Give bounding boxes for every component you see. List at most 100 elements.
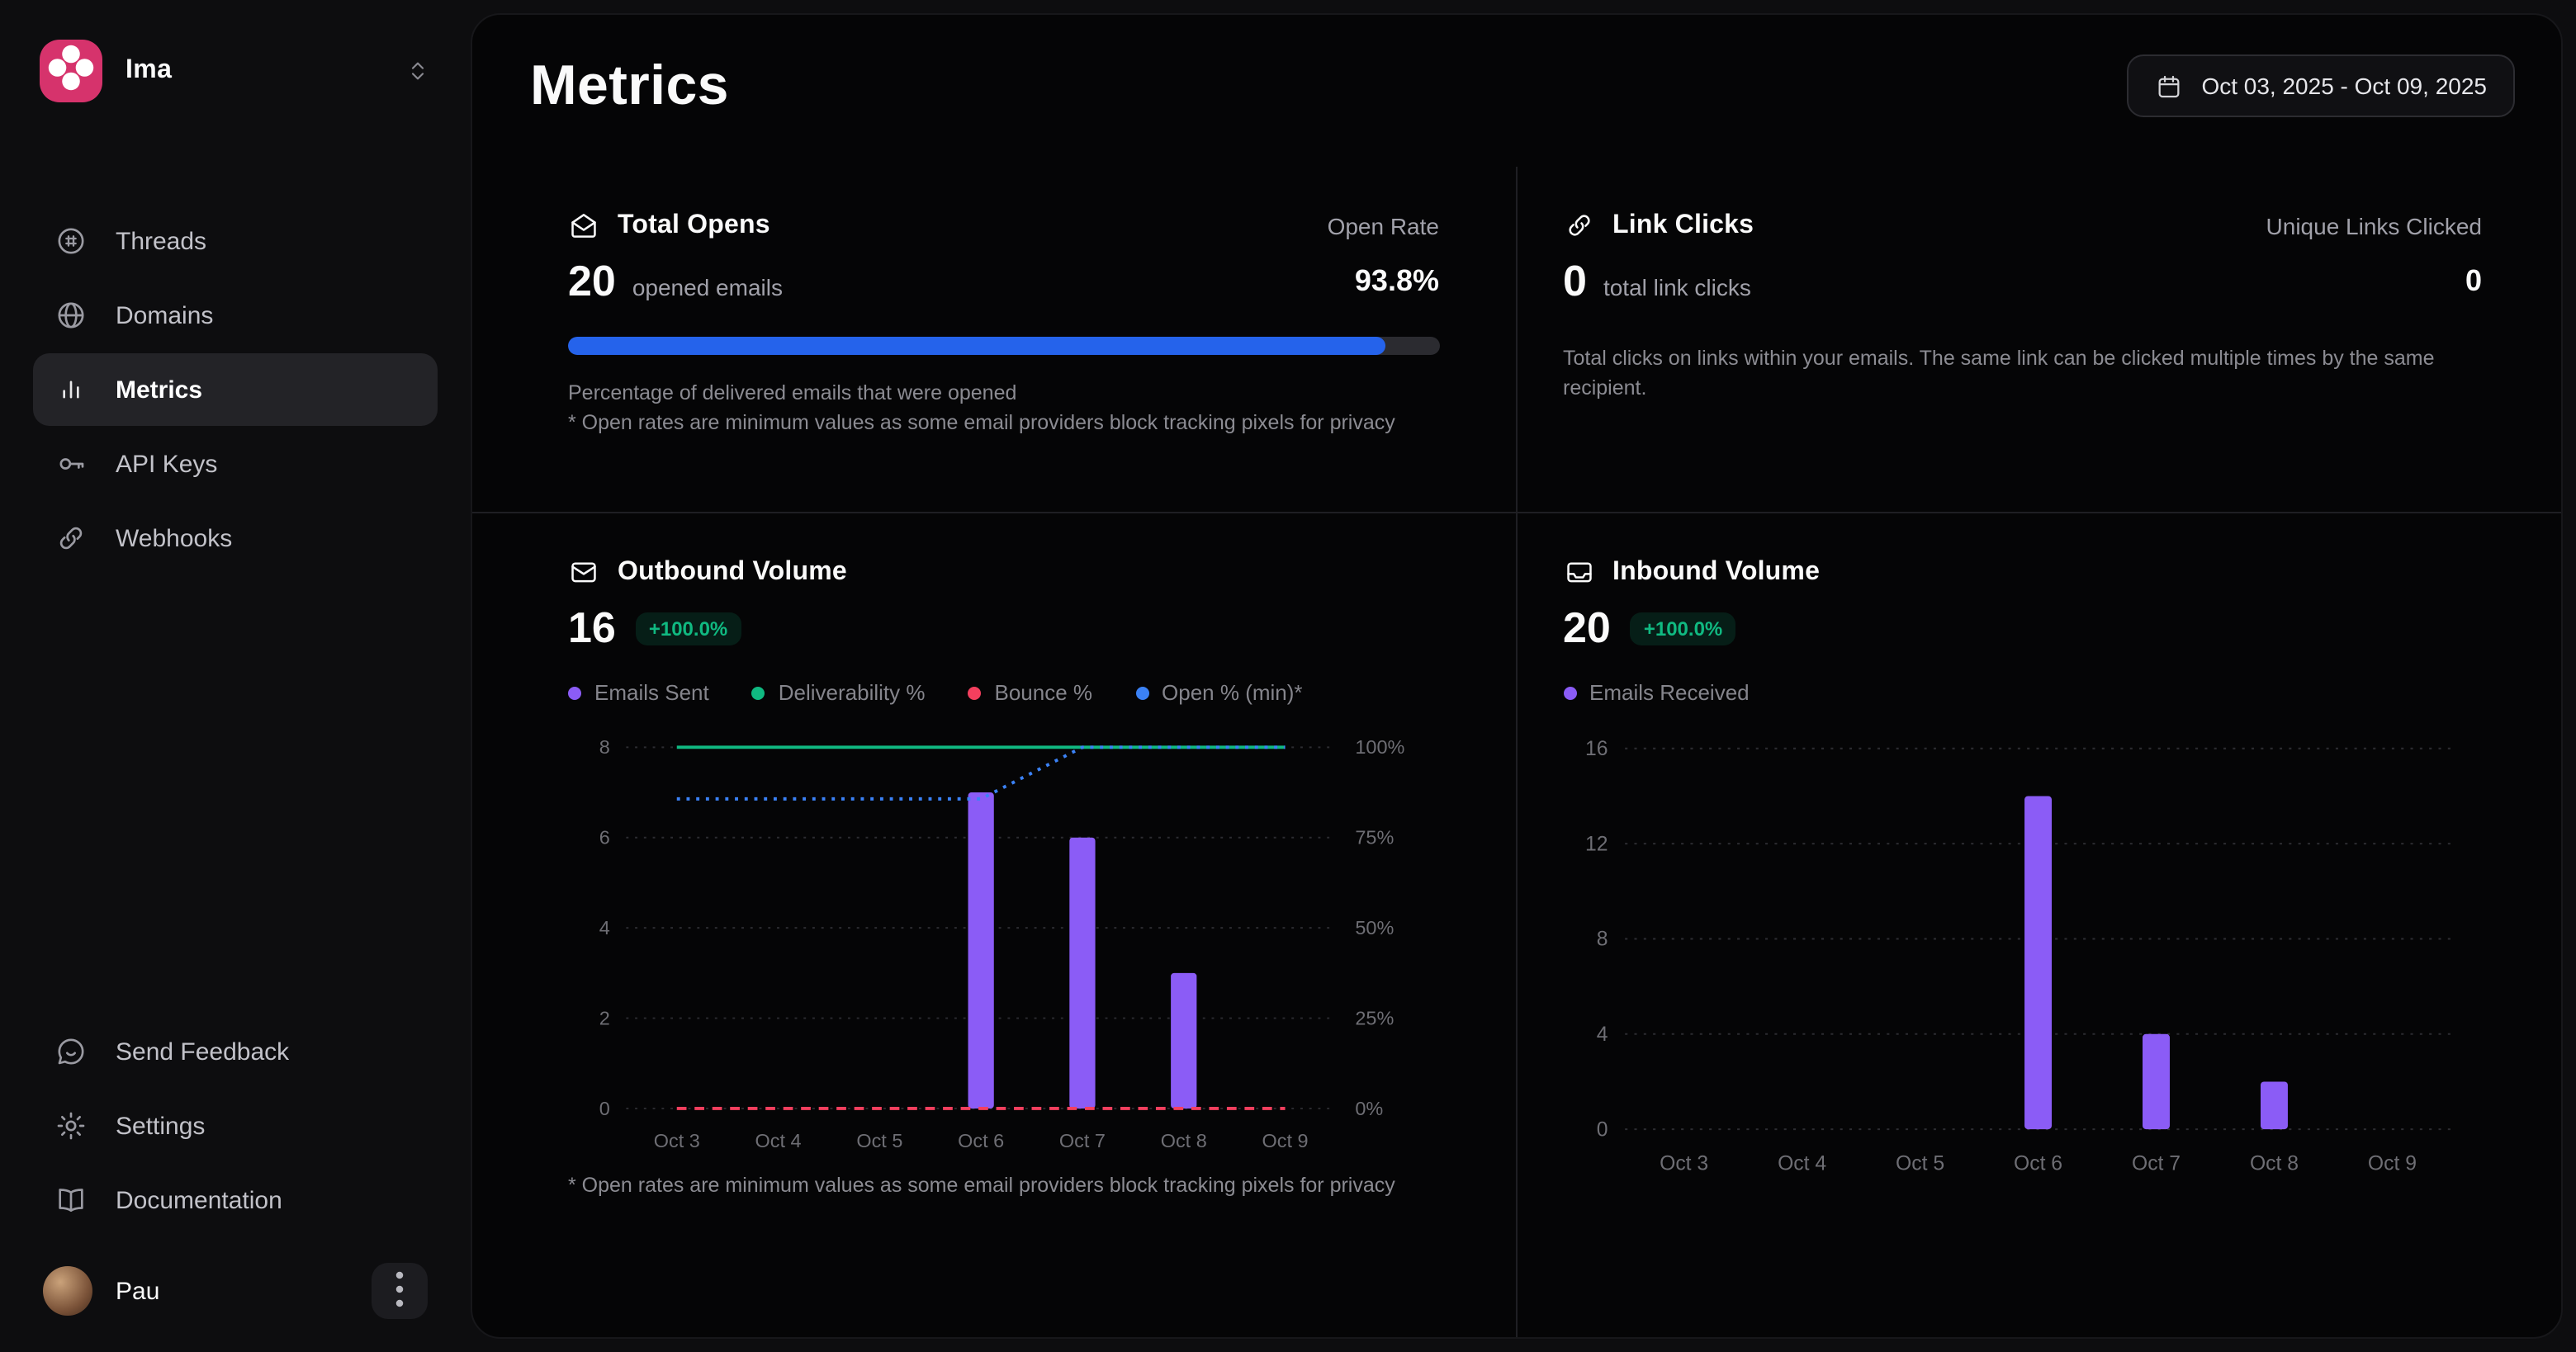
legend-item: Open % (min)* (1135, 680, 1303, 705)
sidebar-item-label: API Keys (116, 450, 218, 478)
sidebar-item-threads[interactable]: Threads (33, 205, 438, 277)
card-link-clicks: Link Clicks Unique Links Clicked 0 total… (1517, 167, 2561, 513)
sidebar-item-send-feedback[interactable]: Send Feedback (33, 1015, 438, 1088)
svg-text:Oct 3: Oct 3 (654, 1130, 700, 1151)
open-rate-progress-fill (568, 337, 1385, 355)
workspace-name: Ima (125, 56, 173, 84)
chart-svg: 0 2 4 6 8 0% 25% 50% 75% 100% Oct 3 Oct 4 Oct 5 Oct 6… (599, 736, 1405, 1151)
sidebar-footer-nav: Send Feedback Settings Documentation (33, 1015, 438, 1236)
svg-text:0%: 0% (1355, 1098, 1383, 1119)
clover-logo-icon (40, 35, 102, 106)
sidebar-item-api-keys[interactable]: API Keys (33, 428, 438, 500)
sidebar-item-domains[interactable]: Domains (33, 279, 438, 352)
outbound-chart: 0 2 4 6 8 0% 25% 50% 75% 100% Oct 3 Oct 4 Oct 5 Oct 6… (568, 725, 1439, 1157)
card-inbound-volume: Inbound Volume 20 +100.0% Emails Receive… (1517, 513, 2561, 1337)
workspace-logo (40, 40, 102, 102)
open-rate-label: Open Rate (1327, 212, 1439, 239)
sidebar-item-metrics[interactable]: Metrics (33, 353, 438, 426)
svg-text:Oct 4: Oct 4 (755, 1130, 802, 1151)
total-opens-suffix: opened emails (632, 274, 783, 300)
svg-text:Oct 9: Oct 9 (2367, 1153, 2416, 1175)
user-name: Pau (116, 1277, 160, 1305)
legend-label: Deliverability % (778, 680, 926, 705)
sidebar-item-webhooks[interactable]: Webhooks (33, 502, 438, 574)
svg-text:Oct 9: Oct 9 (1262, 1130, 1309, 1151)
sidebar-nav: Threads Domains Metrics API Keys (33, 205, 438, 574)
legend-label: Emails Sent (594, 680, 709, 705)
legend-dot (1135, 686, 1149, 699)
legend-label: Emails Received (1589, 680, 1750, 705)
legend-dot (1563, 686, 1576, 699)
sidebar-item-label: Send Feedback (116, 1038, 290, 1066)
svg-text:Oct 4: Oct 4 (1777, 1153, 1825, 1175)
svg-text:2: 2 (599, 1007, 610, 1028)
inbound-value: 20 (1563, 603, 1611, 652)
sidebar-item-documentation[interactable]: Documentation (33, 1164, 438, 1236)
sidebar-item-label: Documentation (116, 1186, 282, 1214)
card-title: Inbound Volume (1612, 557, 1821, 585)
outbound-change-badge: +100.0% (635, 612, 741, 645)
legend-dot (968, 686, 982, 699)
workspace-switcher[interactable]: Ima (33, 40, 438, 102)
legend-item: Bounce % (968, 680, 1093, 705)
svg-text:Oct 3: Oct 3 (1659, 1153, 1707, 1175)
user-menu-button[interactable] (372, 1263, 428, 1319)
book-icon (54, 1184, 88, 1217)
svg-text:0: 0 (1596, 1118, 1608, 1141)
legend-item: Deliverability % (751, 680, 926, 705)
globe-icon (54, 299, 88, 332)
inbound-chart: 0 4 8 12 16 Oct 3 Oct 4 Oct 5 Oct 6 Oct 7 Oct 8 Oct… (1563, 725, 2481, 1180)
main-panel: Metrics Oct 03, 2025 - Oct 09, 2025 Tota… (471, 13, 2563, 1339)
svg-text:12: 12 (1584, 833, 1607, 855)
chevron-updown-icon (405, 58, 431, 84)
inbound-change-badge: +100.0% (1630, 612, 1736, 645)
gear-icon (54, 1109, 88, 1142)
open-rate-value: 93.8% (1354, 264, 1439, 297)
link-icon (1563, 210, 1594, 241)
svg-text:100%: 100% (1355, 736, 1404, 758)
date-range-label: Oct 03, 2025 - Oct 09, 2025 (2201, 73, 2487, 99)
open-rate-progress-track (568, 337, 1439, 355)
calendar-icon (2155, 72, 2183, 100)
mail-icon (568, 556, 599, 588)
legend-label: Bounce % (994, 680, 1093, 705)
threads-icon (54, 225, 88, 258)
outbound-value: 16 (568, 603, 616, 652)
legend-dot (568, 686, 581, 699)
svg-text:8: 8 (1596, 929, 1608, 951)
svg-text:Oct 5: Oct 5 (1895, 1153, 1944, 1175)
svg-text:0: 0 (599, 1098, 610, 1119)
svg-text:Oct 7: Oct 7 (1059, 1130, 1106, 1151)
svg-text:Oct 6: Oct 6 (958, 1130, 1004, 1151)
legend-label: Open % (min)* (1162, 680, 1303, 705)
key-icon (54, 447, 88, 480)
inbound-legend: Emails Received (1563, 680, 2482, 705)
legend-item: Emails Received (1563, 680, 1750, 705)
svg-text:75%: 75% (1355, 827, 1394, 849)
user-avatar (43, 1266, 92, 1316)
sidebar-item-label: Threads (116, 227, 207, 255)
total-opens-description: Percentage of delivered emails that were… (568, 378, 1439, 438)
svg-text:Oct 5: Oct 5 (856, 1130, 902, 1151)
legend-dot (751, 686, 765, 699)
envelope-open-icon (568, 210, 599, 241)
link-clicks-value: 0 (1563, 256, 1587, 305)
page-title: Metrics (530, 54, 729, 117)
legend-item: Emails Sent (568, 680, 709, 705)
total-opens-footnote: * Open rates are minimum values as some … (568, 411, 1395, 435)
sidebar-item-label: Webhooks (116, 524, 233, 552)
feedback-icon (54, 1035, 88, 1068)
sidebar-item-settings[interactable]: Settings (33, 1090, 438, 1162)
date-range-picker[interactable]: Oct 03, 2025 - Oct 09, 2025 (2127, 54, 2515, 117)
card-outbound-volume: Outbound Volume 16 +100.0% Emails Sent De… (472, 513, 1517, 1337)
card-title: Link Clicks (1612, 210, 1754, 239)
card-title: Outbound Volume (618, 557, 847, 585)
user-menu[interactable]: Pau (33, 1263, 438, 1319)
chart-svg: 0 4 8 12 16 Oct 3 Oct 4 Oct 5 Oct 6 Oct 7 Oct 8 Oct… (1584, 738, 2451, 1175)
svg-text:Oct 7: Oct 7 (2131, 1153, 2180, 1175)
link-clicks-description: Total clicks on links within your emails… (1563, 347, 2435, 400)
dots-vertical-icon (372, 1260, 428, 1321)
total-opens-value: 20 (568, 256, 616, 305)
inbox-icon (1563, 556, 1594, 588)
